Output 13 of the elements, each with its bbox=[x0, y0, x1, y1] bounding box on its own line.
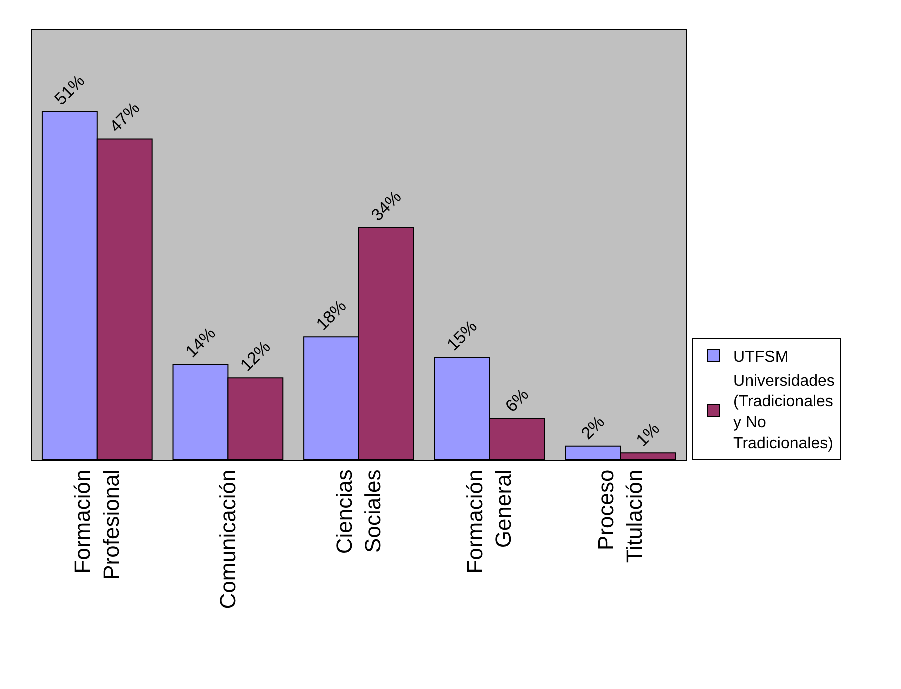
data-label: 34% bbox=[368, 187, 406, 225]
x-tick-label: Ciencias Sociales bbox=[332, 470, 386, 554]
legend-label: UTFSM bbox=[734, 349, 789, 366]
data-label: 6% bbox=[502, 385, 533, 416]
x-tick-label: Formación Profesional bbox=[70, 470, 124, 580]
x-tick-label: Formación General bbox=[462, 470, 516, 574]
data-label: 2% bbox=[578, 412, 609, 444]
data-label: 47% bbox=[106, 98, 144, 136]
data-label: 1% bbox=[632, 419, 664, 450]
legend-label: Universidades (Tradicionales y No Tradicionales) bbox=[734, 372, 835, 452]
x-tick-label: Proceso Titulación bbox=[593, 470, 648, 564]
data-label: 51% bbox=[51, 71, 89, 109]
x-tick-label: Comunicación bbox=[215, 470, 240, 610]
